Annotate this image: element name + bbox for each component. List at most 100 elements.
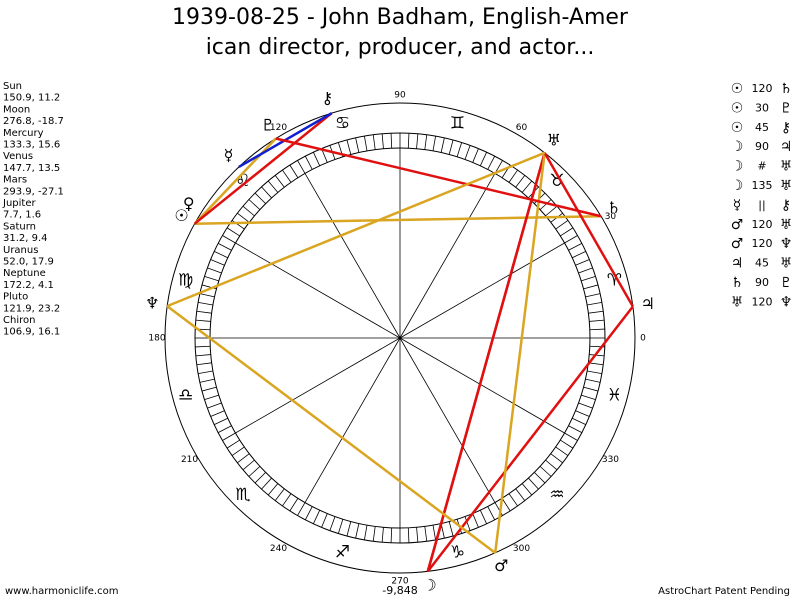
aspect-line	[194, 215, 602, 225]
ring-tick	[424, 134, 428, 150]
ring-tick	[254, 472, 266, 484]
ring-tick	[222, 235, 236, 244]
ring-tick	[432, 136, 436, 151]
ring-tick	[587, 302, 602, 306]
ring-tick	[355, 137, 360, 153]
ring-tick	[572, 417, 586, 425]
ring-tick	[313, 510, 321, 524]
degree-label: 30	[605, 212, 617, 222]
ring-tick	[390, 133, 393, 149]
aspect-label: 135	[752, 179, 773, 192]
ring-tick	[464, 516, 471, 531]
ring-tick	[207, 402, 222, 409]
ring-tick	[304, 506, 313, 521]
ring-tick	[555, 446, 569, 456]
aspect-line	[166, 305, 496, 554]
ring-tick	[198, 302, 213, 306]
spoke	[399, 242, 565, 339]
degree-label: 330	[602, 455, 619, 465]
aspect-label: 45	[755, 257, 769, 270]
degree-label: 0	[640, 334, 646, 344]
spoke	[304, 337, 401, 503]
planet-coords: 31.2, 9.4	[3, 233, 48, 244]
ring-tick	[237, 453, 250, 464]
zodiac-sign: ♓	[607, 385, 622, 405]
zodiac-sign: ♎	[178, 385, 193, 405]
ring-tick	[201, 386, 217, 392]
ring-tick	[581, 275, 596, 282]
title-line: ican director, producer, and actor...	[206, 35, 595, 60]
planet-coords: 172.2, 4.1	[3, 280, 54, 291]
aspect-glyph: ♃	[780, 139, 793, 155]
ring-tick	[545, 205, 558, 217]
aspect-glyph: ☉	[731, 120, 744, 136]
ring-tick	[364, 136, 368, 151]
ring-tick	[297, 160, 306, 174]
ring-tick	[581, 394, 596, 401]
spoke	[399, 173, 496, 339]
title-line: 1939-08-25 - John Badham, English-Amer	[172, 5, 629, 30]
ring-tick	[195, 319, 211, 322]
ring-tick	[214, 417, 228, 425]
ring-tick	[572, 251, 586, 259]
planet-glyph: ♂	[494, 556, 508, 575]
spoke	[235, 337, 401, 434]
ring-tick	[583, 284, 599, 290]
ring-tick	[487, 155, 496, 170]
ring-tick	[289, 164, 299, 178]
planet-glyph: ⚷	[321, 88, 333, 107]
zodiac-sign: ♏	[235, 485, 250, 505]
planet-name: Sun	[3, 81, 22, 92]
ring-tick	[226, 227, 240, 237]
ring-tick	[204, 394, 219, 401]
aspect-glyph: ♅	[780, 178, 793, 194]
ring-tick	[448, 521, 454, 537]
bottom-note: -9,848	[382, 584, 417, 597]
aspect-glyph: ♄	[731, 275, 744, 291]
degree-label: 60	[516, 123, 528, 133]
planet-coords: 7.7, 1.6	[3, 210, 41, 221]
aspect-glyph: ☉	[731, 81, 744, 97]
ring-tick	[195, 354, 211, 357]
ring-tick	[508, 169, 518, 183]
ring-tick	[274, 175, 285, 188]
ring-tick	[528, 477, 539, 490]
ring-tick	[226, 439, 240, 449]
planet-name: Chiron	[3, 315, 35, 326]
aspect-label: 45	[755, 121, 769, 134]
aspect-line	[193, 112, 333, 225]
ring-tick	[472, 513, 479, 528]
aspect-label: 120	[752, 82, 773, 95]
aspect-label: 90	[755, 276, 769, 289]
ring-tick	[237, 212, 250, 223]
aspect-glyph: ⚷	[781, 197, 791, 213]
planet-glyph: ♀	[183, 194, 195, 213]
ring-tick	[578, 267, 593, 274]
ring-tick	[297, 502, 306, 516]
ring-tick	[568, 242, 583, 251]
ring-tick	[282, 169, 292, 183]
aspect-line	[543, 152, 634, 308]
ring-tick	[521, 180, 533, 193]
ring-tick	[282, 493, 292, 507]
ring-tick	[222, 432, 236, 441]
ring-tick	[337, 519, 344, 534]
planet-coords: 133.3, 15.6	[3, 140, 60, 151]
ring-tick	[407, 133, 410, 149]
ring-tick	[248, 199, 261, 210]
ring-tick	[210, 410, 225, 417]
zodiac-sign: ♈	[607, 271, 622, 291]
aspect-glyph: ♅	[780, 159, 793, 175]
ring-tick	[515, 175, 526, 188]
ring-tick	[381, 133, 384, 149]
ring-tick	[407, 527, 410, 543]
ring-tick	[575, 259, 590, 266]
aspect-glyph: ♂	[731, 236, 744, 252]
spoke	[304, 173, 401, 339]
zodiac-sign: ♒	[549, 485, 564, 505]
ring-tick	[564, 235, 578, 244]
spoke	[399, 337, 496, 503]
ring-tick	[381, 527, 384, 543]
ring-tick	[448, 139, 454, 155]
ring-tick	[231, 446, 245, 456]
